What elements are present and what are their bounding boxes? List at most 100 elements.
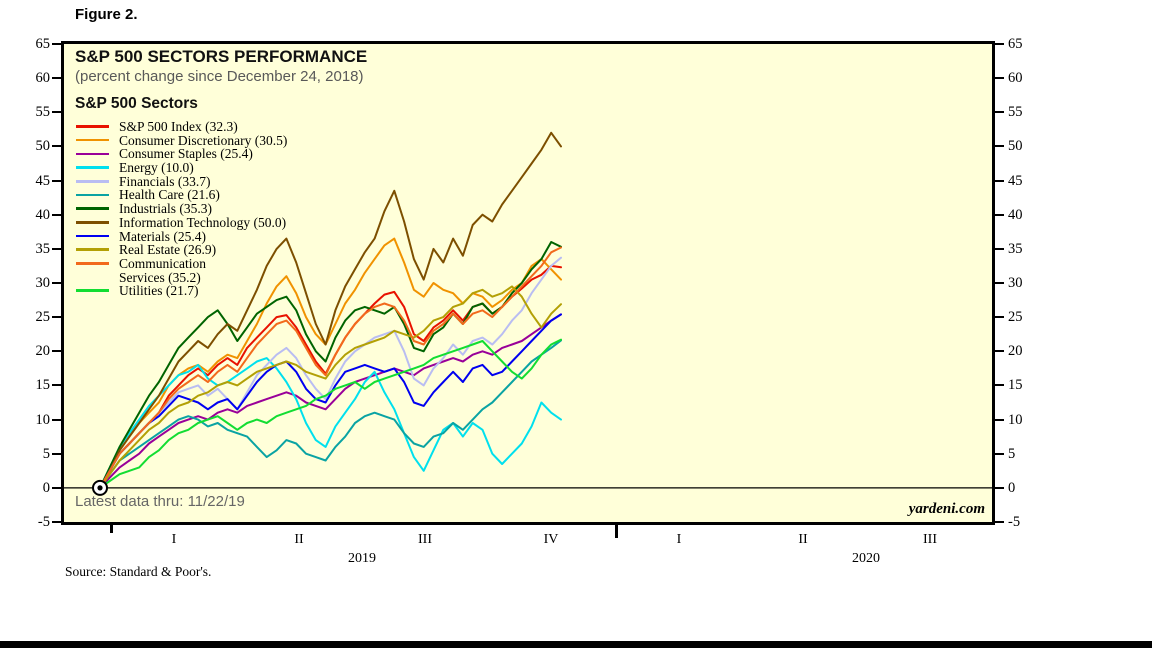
y-axis-label-left: 10 [35,411,51,428]
y-axis-tick-right [995,452,1004,455]
watermark-yardeni: yardeni.com [908,501,985,517]
series-line-information-technology [99,131,562,489]
legend-label: S&P 500 Index (32.3) [119,119,238,134]
chart-title: S&P 500 SECTORS PERFORMANCE [75,47,368,66]
legend-swatch [76,207,109,210]
y-axis-tick-left [52,247,61,250]
y-axis-tick-left [52,43,61,45]
y-axis-label-left: 25 [35,309,51,326]
legend-swatch [76,221,109,224]
legend-swatch [76,289,109,293]
x-axis-quarter-label: IV [543,532,559,547]
y-axis-label-left: 65 [35,36,51,52]
legend-swatch [76,152,109,156]
bottom-edge-bar [0,641,1152,648]
y-axis-tick-left [52,145,61,148]
series-line-financials [99,256,562,489]
legend-item: Communication Services (35.2) [76,256,287,284]
x-axis-quarter-label: I [676,532,682,547]
legend-swatch [76,125,109,128]
legend-item: Consumer Discretionary (30.5) [76,132,288,148]
y-axis-tick-right [995,111,1004,114]
y-axis-label-right: 30 [1008,275,1023,291]
legend-item: Materials (25.4) [76,229,287,244]
y-axis-tick-left [52,111,61,114]
legend-swatch [76,248,109,251]
chart-subtitle: (percent change since December 24, 2018) [75,68,364,85]
legend-label: Financials (33.7) [119,173,211,189]
latest-data-note: Latest data thru: 11/22/19 [75,493,245,510]
legend-item: Information Technology (50.0) [76,216,287,230]
y-axis-tick-right [995,43,1004,45]
y-axis-label-right: 60 [1008,70,1023,87]
x-axis-quarter-label: I [171,532,177,547]
chart-canvas [64,131,992,496]
y-axis-label-left: 0 [42,479,50,496]
legend: S&P 500 Index (32.3) Consumer Discretiona… [76,120,287,298]
y-axis-label-left: 40 [35,206,51,223]
y-axis-label-left: 5 [42,445,50,462]
y-axis-label-left: 15 [35,377,51,394]
y-axis-tick-right [995,282,1004,284]
x-axis-year-label: 2019 [348,551,376,566]
series-line-communication-services [99,246,562,489]
series-line-materials [99,313,562,489]
y-axis-tick-right [995,213,1004,216]
y-axis-label-right: 50 [1008,138,1023,155]
y-axis-tick-left [52,316,61,319]
y-axis-label-right: 35 [1008,240,1023,257]
x-axis-quarter-label: II [798,532,808,547]
y-axis-label-left: 45 [35,172,51,189]
series-line-industrials [99,241,562,489]
y-axis-tick-right [995,179,1004,182]
y-axis-tick-left [52,77,61,80]
y-axis-tick-left [52,418,61,421]
legend-swatch [76,193,109,197]
y-axis-tick-right [995,247,1004,250]
series-line-utilities [99,338,562,489]
legend-label: Real Estate (26.9) [119,242,217,258]
y-axis-label-right: 40 [1008,206,1023,223]
legend-swatch [76,234,109,238]
legend-item: S&P 500 Index (32.3) [76,120,287,134]
y-axis-tick-right [995,486,1004,489]
legend-label: Energy (10.0) [119,160,194,176]
legend-item: Consumer Staples (25.4) [76,147,287,161]
y-axis-label-right: 45 [1008,172,1023,189]
source-note: Source: Standard & Poor's. [65,564,212,579]
series-line-health-care [99,339,562,489]
x-axis-quarter-label: III [418,532,432,547]
y-axis-label-right: 0 [1008,479,1016,496]
legend-label: Consumer Discretionary (30.5) [119,132,288,148]
y-axis-tick-left [52,521,61,523]
legend-title: S&P 500 Sectors [75,95,198,112]
y-axis-tick-left [52,282,61,284]
figure-label: Figure 2. [75,6,138,23]
y-axis-label-right: 55 [1008,104,1023,121]
legend-item: Financials (33.7) [76,175,287,189]
plot-area [61,41,995,525]
y-axis-tick-left [52,213,61,216]
series-line-real-estate [99,285,562,489]
y-axis-label-right: 65 [1008,36,1023,52]
y-axis-label-left: 50 [35,138,51,155]
x-axis-quarter-label: II [294,532,304,547]
y-axis-tick-left [52,452,61,455]
y-axis-tick-right [995,384,1004,387]
y-axis-label-left: 30 [35,275,51,291]
y-axis-tick-left [52,486,61,489]
legend-label: Utilities (21.7) [119,283,199,299]
y-axis-label-right: 25 [1008,309,1023,326]
legend-swatch [76,138,109,142]
x-axis-year-tick [615,525,618,538]
legend-label: Information Technology (50.0) [119,214,287,230]
legend-item: Energy (10.0) [76,161,287,175]
y-axis-tick-right [995,350,1004,353]
y-axis-label-left: 60 [35,70,51,87]
y-axis-label-left: 35 [35,240,51,257]
x-axis-year-tick [110,525,113,533]
legend-label: Industrials (35.3) [119,201,212,217]
legend-item: Real Estate (26.9) [76,243,287,257]
y-axis-label-right: 20 [1008,343,1023,360]
